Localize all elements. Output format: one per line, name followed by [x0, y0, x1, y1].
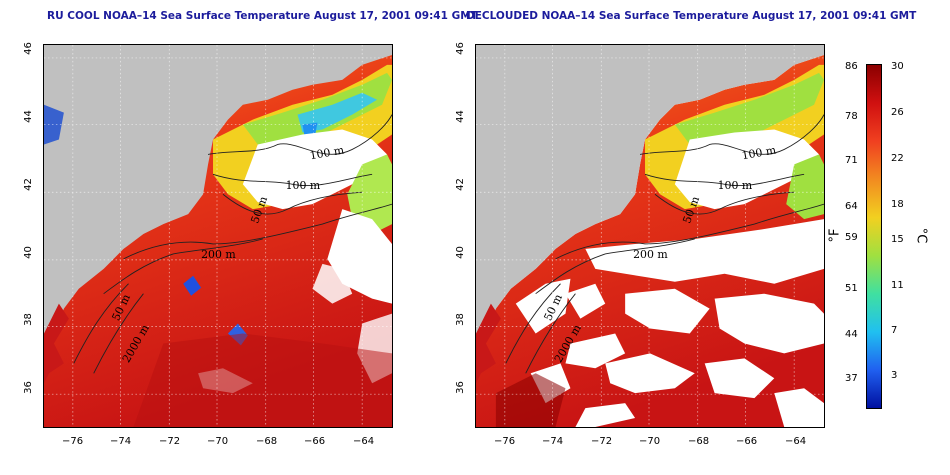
lat-tick: 36 [454, 381, 466, 394]
lon-tick: −76 [494, 436, 516, 447]
lon-tick: −76 [62, 436, 84, 447]
lon-tick: −74 [110, 436, 132, 447]
fahrenheit-tick: 78 [845, 111, 858, 122]
lon-tick: −70 [207, 436, 229, 447]
fahrenheit-tick: 44 [845, 329, 858, 340]
fahrenheit-unit-label: °F [827, 228, 843, 243]
contour-label: 200 m [633, 248, 668, 261]
celsius-tick: 26 [891, 107, 904, 118]
right-sst-map: 100 m 100 m 50 m 200 m 50 m 2000 m [475, 44, 825, 428]
contour-label: 100 m [741, 143, 778, 162]
lat-tick: 40 [454, 246, 466, 259]
lat-tick: 38 [454, 313, 466, 326]
lon-tick: −64 [353, 436, 375, 447]
lat-tick: 40 [22, 246, 34, 259]
lat-tick: 44 [454, 110, 466, 123]
celsius-tick: 30 [891, 61, 904, 72]
lat-tick: 46 [454, 42, 466, 55]
left-map-panel: 100 m 100 m 50 m 200 m 50 m 2000 m [43, 44, 393, 428]
lon-tick: −74 [542, 436, 564, 447]
celsius-tick: 3 [891, 370, 898, 381]
land-area [476, 45, 824, 354]
lon-tick: −68 [688, 436, 710, 447]
lon-tick: −68 [256, 436, 278, 447]
lon-tick: −70 [639, 436, 661, 447]
fahrenheit-tick: 37 [845, 373, 858, 384]
celsius-tick: 22 [891, 153, 904, 164]
lon-tick: −66 [304, 436, 326, 447]
celsius-tick: 18 [891, 199, 904, 210]
lon-tick: −72 [591, 436, 613, 447]
fahrenheit-tick: 86 [845, 61, 858, 72]
fahrenheit-tick: 51 [845, 283, 858, 294]
celsius-unit-label: °C [913, 227, 929, 244]
cloud-area [674, 129, 820, 210]
contour-label: 100 m [309, 143, 346, 162]
lat-tick: 38 [22, 313, 34, 326]
contour-label: 100 m [718, 179, 753, 192]
celsius-tick: 7 [891, 325, 898, 336]
fahrenheit-tick: 71 [845, 155, 858, 166]
contour-label: 100 m [286, 179, 321, 192]
left-map-title: RU COOL NOAA–14 Sea Surface Temperature … [47, 10, 478, 22]
land-area [44, 45, 392, 354]
fahrenheit-tick: 64 [845, 201, 858, 212]
lon-tick: −64 [785, 436, 807, 447]
contour-label: 200 m [201, 248, 236, 261]
cloud-area [242, 129, 388, 210]
right-map-panel: 100 m 100 m 50 m 200 m 50 m 2000 m [475, 44, 825, 428]
celsius-tick: 15 [891, 234, 904, 245]
left-sst-map: 100 m 100 m 50 m 200 m 50 m 2000 m [43, 44, 393, 428]
lat-tick: 42 [454, 178, 466, 191]
celsius-tick: 11 [891, 280, 904, 291]
temperature-colorbar [866, 64, 882, 409]
right-map-title: DECLOUDED NOAA–14 Sea Surface Temperatur… [466, 10, 917, 22]
lon-tick: −72 [159, 436, 181, 447]
lon-tick: −66 [736, 436, 758, 447]
lat-tick: 36 [22, 381, 34, 394]
lat-tick: 44 [22, 110, 34, 123]
fahrenheit-tick: 59 [845, 232, 858, 243]
lat-tick: 42 [22, 178, 34, 191]
lat-tick: 46 [22, 42, 34, 55]
